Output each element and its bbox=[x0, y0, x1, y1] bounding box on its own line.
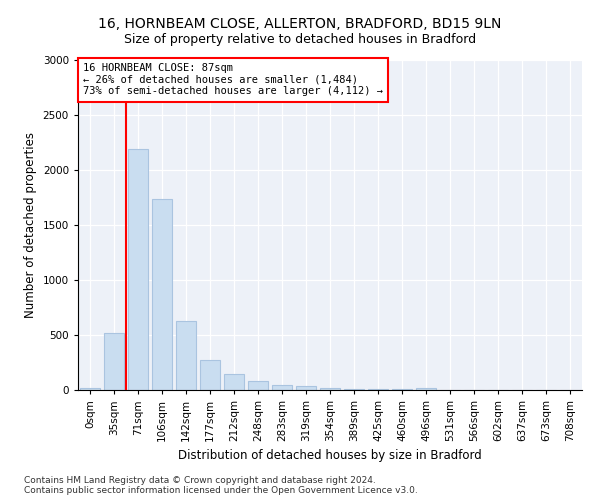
Bar bbox=[152, 198, 172, 390]
Bar bbox=[320, 388, 340, 390]
Text: 16 HORNBEAM CLOSE: 87sqm
← 26% of detached houses are smaller (1,484)
73% of sem: 16 HORNBEAM CLOSE: 87sqm ← 26% of detach… bbox=[83, 64, 383, 96]
Bar bbox=[224, 374, 244, 390]
Text: Contains HM Land Registry data © Crown copyright and database right 2024.
Contai: Contains HM Land Registry data © Crown c… bbox=[24, 476, 418, 495]
Bar bbox=[248, 381, 268, 390]
Bar bbox=[344, 389, 364, 390]
Bar bbox=[104, 333, 124, 390]
Bar bbox=[176, 320, 196, 390]
Text: 16, HORNBEAM CLOSE, ALLERTON, BRADFORD, BD15 9LN: 16, HORNBEAM CLOSE, ALLERTON, BRADFORD, … bbox=[98, 18, 502, 32]
Bar bbox=[200, 360, 220, 390]
Text: Size of property relative to detached houses in Bradford: Size of property relative to detached ho… bbox=[124, 32, 476, 46]
Bar bbox=[128, 148, 148, 390]
Bar bbox=[416, 388, 436, 390]
Bar bbox=[80, 388, 100, 390]
Bar bbox=[296, 386, 316, 390]
Bar bbox=[272, 384, 292, 390]
Y-axis label: Number of detached properties: Number of detached properties bbox=[24, 132, 37, 318]
X-axis label: Distribution of detached houses by size in Bradford: Distribution of detached houses by size … bbox=[178, 450, 482, 462]
